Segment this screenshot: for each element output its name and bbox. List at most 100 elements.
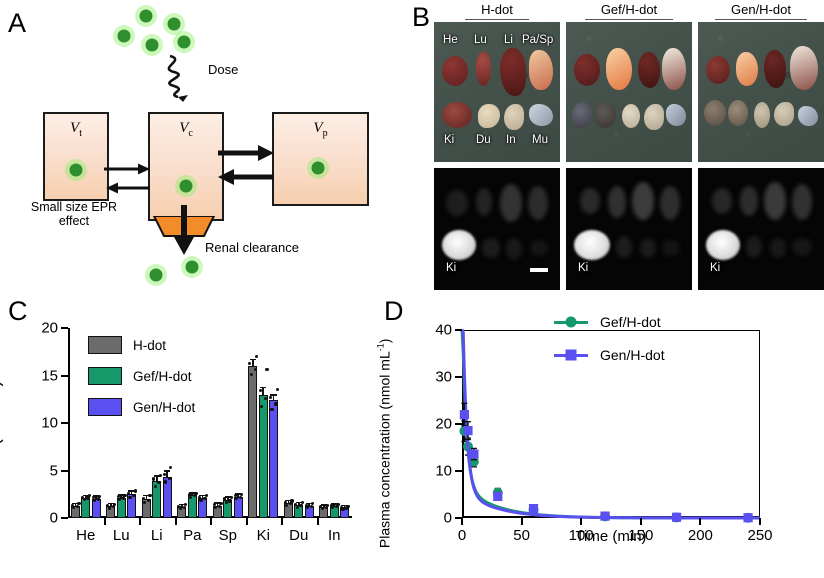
marker-square — [463, 425, 473, 436]
x-tick-mark — [245, 518, 248, 525]
bar-lu-h-dot — [106, 506, 116, 518]
nanoparticle-cloud-dose — [113, 5, 195, 56]
error-bar-cap — [234, 493, 242, 495]
bar-in-gef-h-dot — [329, 506, 339, 518]
data-point — [141, 496, 145, 501]
data-point — [162, 472, 166, 476]
data-point — [148, 494, 152, 498]
fluorescence-photo-gen-hdot: Ki — [698, 168, 824, 290]
organ-label-lu: Lu — [474, 34, 487, 46]
error-bar-cap — [189, 491, 196, 494]
data-point — [340, 505, 344, 509]
legend-item-gef-hdot: Gef/H-dot — [88, 367, 195, 385]
data-point — [212, 503, 216, 507]
error-bar — [333, 504, 336, 507]
data-point — [324, 505, 328, 510]
data-point — [254, 354, 259, 359]
panel-b-organ-images: B H-dot He Lu Li Pa/Sp Ki Du In Mu — [410, 0, 824, 292]
data-point — [319, 505, 323, 509]
data-point — [238, 495, 243, 499]
compartment-vc: Vc — [148, 112, 224, 221]
bar-ki-h-dot — [248, 366, 258, 518]
organ-label-he: He — [443, 34, 458, 46]
y-tick-label: 20 — [41, 319, 58, 337]
y-tick-label: 5 — [49, 462, 58, 479]
error-bar-cap — [178, 503, 186, 506]
data-point — [91, 496, 95, 500]
error-bar — [155, 476, 158, 481]
data-point — [123, 493, 127, 497]
x-tick-label-in: In — [327, 527, 341, 544]
x-tick-label: 150 — [628, 527, 654, 544]
marker-square — [528, 504, 539, 514]
data-point — [299, 504, 303, 508]
y-tick-label: 30 — [435, 368, 452, 386]
error-bar — [252, 360, 254, 366]
x-tick-label-pa: Pa — [183, 527, 202, 544]
data-point — [118, 497, 122, 502]
error-bar-cap — [305, 502, 313, 505]
y-tick-mark — [455, 423, 462, 425]
error-bar — [181, 505, 183, 507]
x-tick-mark — [139, 518, 141, 525]
data-point — [178, 506, 182, 510]
legend-label-gen-hdot: Gen/H-dot — [133, 399, 196, 415]
data-point — [167, 476, 172, 480]
bar-in-gen-h-dot — [340, 507, 350, 518]
x-tick-label: 200 — [687, 527, 713, 544]
brightfield-photo-gef-hdot — [566, 22, 692, 162]
column-title-hdot: H-dot — [434, 2, 560, 20]
data-point — [334, 505, 339, 509]
error-bar — [262, 388, 265, 395]
panel-c-legend: H-dot Gef/H-dot Gen/H-dot — [88, 336, 195, 429]
legend-swatch-gef-hdot — [88, 367, 122, 385]
bar-lu-gef-h-dot — [116, 497, 126, 518]
data-point — [87, 494, 92, 498]
data-point — [249, 372, 253, 377]
error-bar-cap — [341, 504, 348, 507]
data-point — [112, 502, 117, 506]
dose-arrow-icon — [167, 54, 188, 102]
data-point — [253, 368, 257, 372]
x-tick-mark — [639, 518, 642, 525]
data-point — [128, 495, 132, 499]
error-bar-cap — [92, 495, 100, 497]
nanoparticle-icon-vp — [307, 157, 329, 179]
error-bar-cap — [153, 475, 160, 477]
data-point — [290, 499, 294, 503]
marker-square — [459, 410, 469, 420]
data-point — [189, 495, 193, 499]
error-bar-cap — [143, 494, 150, 497]
data-point — [111, 505, 115, 509]
fluor-label-ki-gen: Ki — [710, 262, 721, 274]
error-bar-cap — [270, 394, 277, 396]
error-bar-cap — [214, 502, 221, 504]
error-bar — [343, 506, 346, 508]
data-point — [346, 504, 350, 508]
x-tick-mark — [316, 518, 319, 525]
data-point — [199, 498, 203, 502]
data-point — [234, 496, 239, 501]
y-tick-label: 0 — [49, 509, 58, 527]
legend-item-gen-hdot-d: Gen/H-dot — [554, 347, 665, 363]
data-point — [274, 402, 278, 406]
legend-item-gen-hdot: Gen/H-dot — [88, 398, 195, 416]
legend-label-gen-hdot-d: Gen/H-dot — [600, 347, 665, 363]
bar-du-gef-h-dot — [294, 505, 304, 518]
error-bar-cap — [199, 494, 206, 497]
data-point — [219, 501, 223, 505]
error-bar — [95, 496, 97, 499]
data-point — [82, 497, 86, 502]
data-point — [289, 502, 293, 506]
data-point — [275, 388, 279, 392]
x-tick-mark — [580, 518, 583, 525]
data-point — [240, 492, 244, 496]
nanoparticle-icon-vc — [175, 175, 197, 197]
data-point — [331, 505, 335, 510]
error-bar — [130, 491, 133, 495]
error-bar-cap — [118, 494, 125, 496]
x-tick-mark — [699, 518, 702, 525]
marker-square — [743, 513, 753, 523]
data-point — [285, 503, 289, 507]
bar-pa-gef-h-dot — [187, 495, 197, 518]
